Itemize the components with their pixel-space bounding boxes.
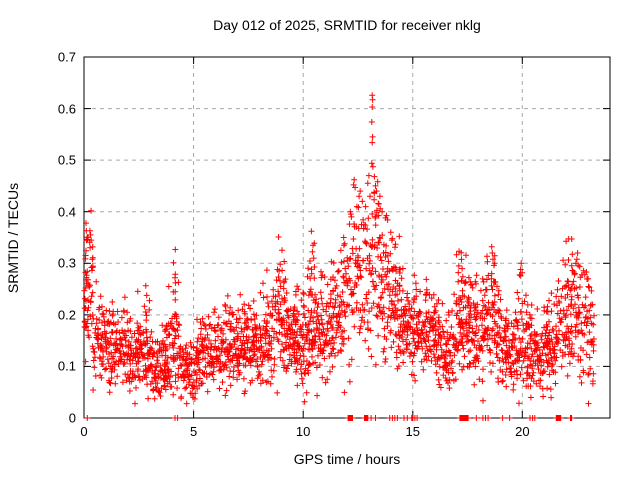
x-tick-label: 15: [405, 424, 420, 439]
y-tick-label: 0.6: [57, 101, 76, 117]
y-tick-label: 0.3: [57, 255, 76, 271]
y-tick-label: 0.5: [57, 152, 76, 168]
y-tick-label: 0.1: [57, 358, 76, 374]
y-tick-label: 0.7: [57, 49, 76, 65]
x-tick-label: 20: [515, 424, 530, 439]
y-tick-label: 0: [68, 410, 76, 426]
y-tick-label: 0.2: [57, 307, 76, 323]
x-axis-label: GPS time / hours: [293, 451, 401, 467]
x-tick-label: 10: [295, 424, 311, 439]
x-tick-label: 5: [189, 424, 198, 439]
x-tick-label: 0: [80, 424, 88, 439]
chart-title: Day 012 of 2025, SRMTID for receiver nkl…: [213, 17, 481, 33]
scatter-points: [81, 92, 597, 421]
y-tick-label: 0.4: [57, 204, 76, 220]
